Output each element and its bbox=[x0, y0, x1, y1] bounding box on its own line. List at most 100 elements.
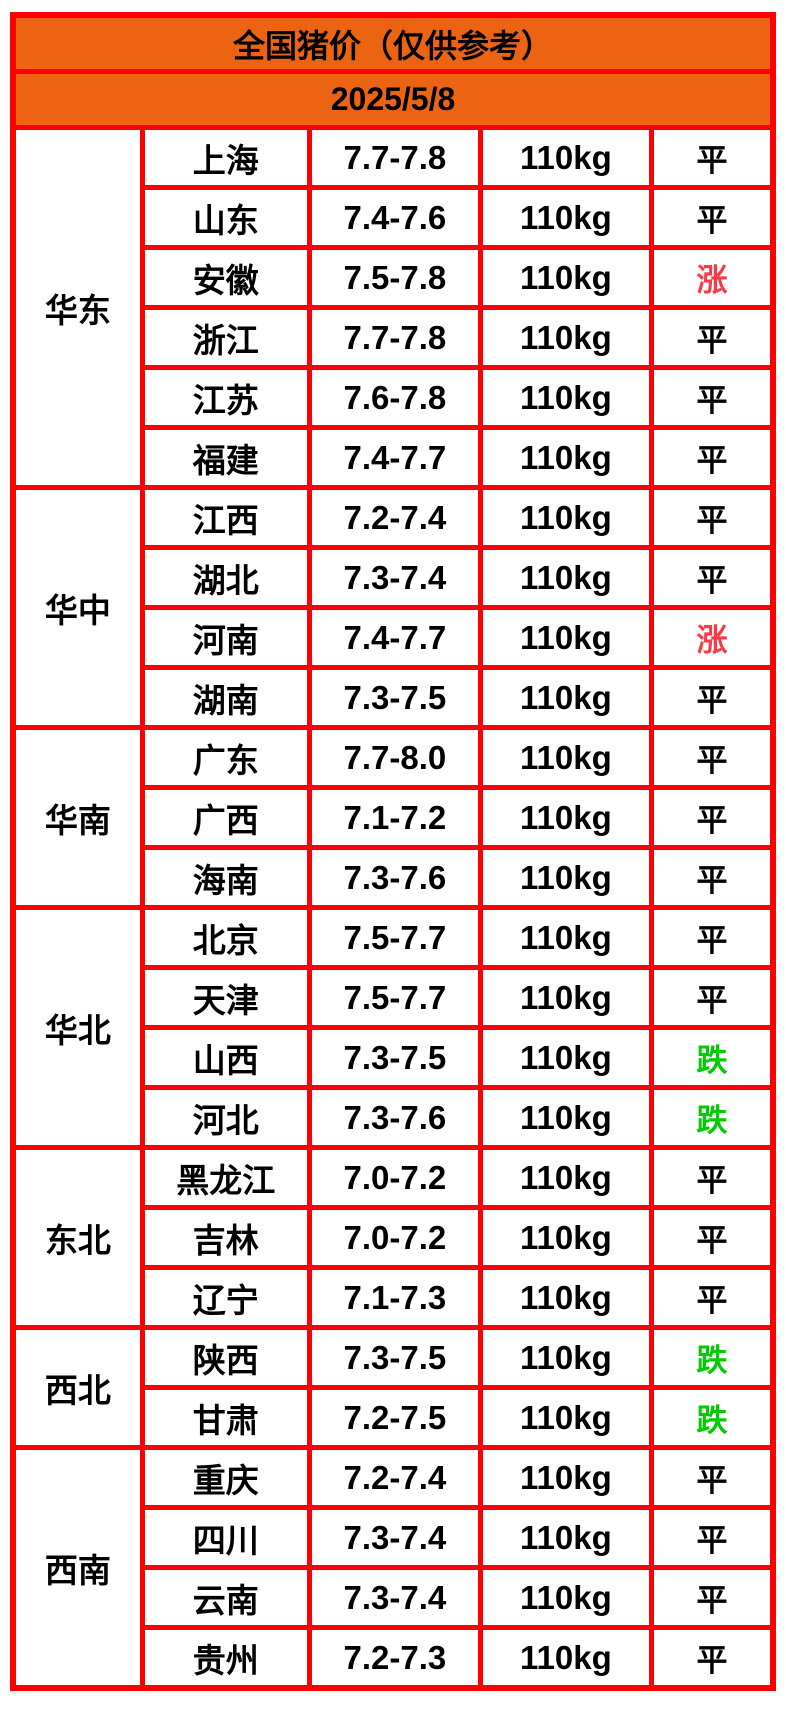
weight-cell: 110kg bbox=[477, 1505, 654, 1570]
weight-cell: 110kg bbox=[477, 845, 654, 910]
price-row: 辽宁 7.1-7.3 110kg 平 bbox=[13, 1265, 776, 1330]
weight-cell: 110kg bbox=[477, 1145, 654, 1210]
status-cell: 平 bbox=[648, 725, 776, 790]
province-cell: 天津 bbox=[139, 965, 312, 1030]
weight-cell: 110kg bbox=[477, 1085, 654, 1150]
province-cell: 黑龙江 bbox=[139, 1145, 312, 1210]
weight-cell: 110kg bbox=[477, 1205, 654, 1270]
province-cell: 海南 bbox=[139, 845, 312, 910]
province-cell: 湖北 bbox=[139, 545, 312, 610]
region-cell: 东北 bbox=[10, 1145, 145, 1330]
price-row: 东北 黑龙江 7.0-7.2 110kg 平 bbox=[10, 1145, 776, 1330]
province-cell: 山东 bbox=[139, 185, 312, 250]
price-row: 河北 7.3-7.6 110kg 跌 bbox=[13, 1085, 776, 1150]
price-cell: 7.3-7.4 bbox=[306, 545, 483, 610]
status-cell: 平 bbox=[648, 785, 776, 850]
weight-cell: 110kg bbox=[477, 245, 654, 310]
status-cell: 平 bbox=[648, 365, 776, 430]
weight-cell: 110kg bbox=[477, 1445, 654, 1510]
weight-cell: 110kg bbox=[477, 1025, 654, 1090]
status-cell: 平 bbox=[648, 665, 776, 730]
price-cell: 7.2-7.4 bbox=[306, 485, 483, 550]
pig-price-table-wrap: 全国猪价（仅供参考） 2025/5/8 华东 上海 7.7-7.8 110kg 平山东 7… bbox=[10, 12, 776, 1691]
price-cell: 7.5-7.7 bbox=[306, 905, 483, 970]
weight-cell: 110kg bbox=[477, 125, 654, 190]
price-cell: 7.1-7.2 bbox=[306, 785, 483, 850]
weight-cell: 110kg bbox=[477, 365, 654, 430]
price-cell: 7.3-7.5 bbox=[306, 1325, 483, 1390]
price-cell: 7.7-7.8 bbox=[306, 125, 483, 190]
price-cell: 7.3-7.4 bbox=[306, 1565, 483, 1630]
province-cell: 浙江 bbox=[139, 305, 312, 370]
price-cell: 7.7-8.0 bbox=[306, 725, 483, 790]
status-cell: 跌 bbox=[648, 1025, 776, 1090]
pig-price-table: 全国猪价（仅供参考） 2025/5/8 华东 上海 7.7-7.8 110kg 平山东 7… bbox=[10, 12, 776, 1691]
status-cell: 平 bbox=[648, 1265, 776, 1330]
price-row: 四川 7.3-7.4 110kg 平 bbox=[13, 1505, 776, 1570]
weight-cell: 110kg bbox=[477, 485, 654, 550]
price-row: 甘肃 7.2-7.5 110kg 跌 bbox=[13, 1385, 776, 1450]
province-cell: 湖南 bbox=[139, 665, 312, 730]
status-cell: 跌 bbox=[648, 1385, 776, 1450]
province-cell: 山西 bbox=[139, 1025, 312, 1090]
price-row: 湖南 7.3-7.5 110kg 平 bbox=[13, 665, 776, 730]
status-cell: 平 bbox=[648, 1565, 776, 1630]
price-cell: 7.3-7.6 bbox=[306, 1085, 483, 1150]
price-cell: 7.3-7.6 bbox=[306, 845, 483, 910]
weight-cell: 110kg bbox=[477, 185, 654, 250]
date-row: 2025/5/8 bbox=[10, 69, 776, 130]
price-cell: 7.2-7.5 bbox=[306, 1385, 483, 1450]
province-cell: 江苏 bbox=[139, 365, 312, 430]
price-cell: 7.5-7.7 bbox=[306, 965, 483, 1030]
price-cell: 7.6-7.8 bbox=[306, 365, 483, 430]
price-row: 华北 北京 7.5-7.7 110kg 平 bbox=[10, 905, 776, 1150]
price-row: 贵州 7.2-7.3 110kg 平 bbox=[13, 1625, 776, 1691]
status-cell: 平 bbox=[648, 185, 776, 250]
price-row: 湖北 7.3-7.4 110kg 平 bbox=[13, 545, 776, 610]
weight-cell: 110kg bbox=[477, 605, 654, 670]
province-cell: 重庆 bbox=[139, 1445, 312, 1510]
weight-cell: 110kg bbox=[477, 1385, 654, 1450]
status-cell: 平 bbox=[648, 1145, 776, 1210]
status-cell: 平 bbox=[648, 1205, 776, 1270]
region-cell: 华南 bbox=[10, 725, 145, 910]
region-cell: 华东 bbox=[10, 125, 145, 490]
price-row: 天津 7.5-7.7 110kg 平 bbox=[13, 965, 776, 1030]
province-cell: 河南 bbox=[139, 605, 312, 670]
price-cell: 7.0-7.2 bbox=[306, 1145, 483, 1210]
province-cell: 云南 bbox=[139, 1565, 312, 1630]
status-cell: 跌 bbox=[648, 1325, 776, 1390]
status-cell: 平 bbox=[648, 845, 776, 910]
province-cell: 陕西 bbox=[139, 1325, 312, 1390]
province-cell: 广东 bbox=[139, 725, 312, 790]
province-cell: 福建 bbox=[139, 425, 312, 490]
price-row: 福建 7.4-7.7 110kg 平 bbox=[13, 425, 776, 490]
price-row: 云南 7.3-7.4 110kg 平 bbox=[13, 1565, 776, 1630]
status-cell: 平 bbox=[648, 485, 776, 550]
province-cell: 四川 bbox=[139, 1505, 312, 1570]
price-cell: 7.4-7.7 bbox=[306, 605, 483, 670]
province-cell: 辽宁 bbox=[139, 1265, 312, 1330]
province-cell: 甘肃 bbox=[139, 1385, 312, 1450]
status-cell: 平 bbox=[648, 1445, 776, 1510]
price-table-body: 华东 上海 7.7-7.8 110kg 平山东 7.4-7.6 110kg 平安徽 7.5-7.… bbox=[10, 125, 776, 1691]
price-cell: 7.4-7.7 bbox=[306, 425, 483, 490]
price-row: 西南 重庆 7.2-7.4 110kg 平 bbox=[10, 1445, 776, 1691]
weight-cell: 110kg bbox=[477, 1565, 654, 1630]
price-row: 海南 7.3-7.6 110kg 平 bbox=[13, 845, 776, 910]
status-cell: 跌 bbox=[648, 1085, 776, 1150]
price-row: 河南 7.4-7.7 110kg 涨 bbox=[13, 605, 776, 670]
price-row: 浙江 7.7-7.8 110kg 平 bbox=[13, 305, 776, 370]
price-cell: 7.4-7.6 bbox=[306, 185, 483, 250]
weight-cell: 110kg bbox=[477, 1265, 654, 1330]
province-cell: 吉林 bbox=[139, 1205, 312, 1270]
status-cell: 平 bbox=[648, 125, 776, 190]
price-cell: 7.3-7.5 bbox=[306, 1025, 483, 1090]
status-cell: 平 bbox=[648, 905, 776, 970]
status-cell: 平 bbox=[648, 1505, 776, 1570]
price-row: 山西 7.3-7.5 110kg 跌 bbox=[13, 1025, 776, 1090]
price-cell: 7.7-7.8 bbox=[306, 305, 483, 370]
price-cell: 7.3-7.5 bbox=[306, 665, 483, 730]
price-row: 安徽 7.5-7.8 110kg 涨 bbox=[13, 245, 776, 310]
status-cell: 平 bbox=[648, 305, 776, 370]
